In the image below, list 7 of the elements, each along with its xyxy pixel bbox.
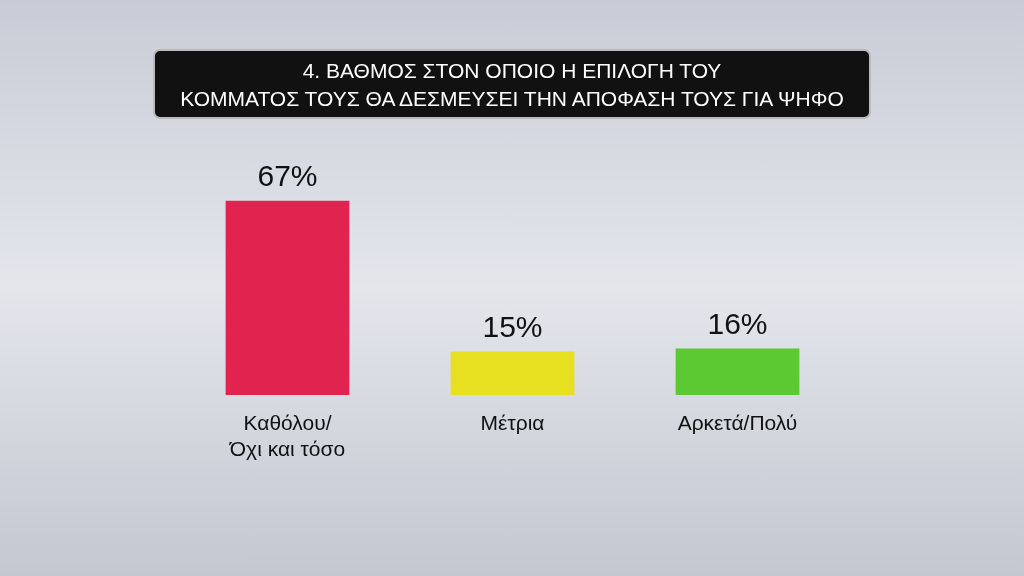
x-tick-label: Καθόλου/ Όχι και τόσο: [228, 410, 346, 460]
data-label: 67%: [257, 159, 318, 193]
data-label: 16%: [707, 307, 768, 341]
x-tick-label: Αρκετά/Πολύ: [677, 410, 798, 434]
chart-title: 4. ΒΑΘΜΟΣ ΣΤΟΝ ΟΠΟΙΟ Η ΕΠΙΛΟΓΗ ΤΟΥ ΚΟΜΜΑΤΟΣ ΤΟΥΣ ΘΑ ΔΕΣΜΕΥΣΕΙ ΤΗΝ ΑΠΟΦΑΣΗ ΤΟΥΣ ΓΙΑ ΨΗΦΟ: [180, 58, 844, 110]
x-tick-label: Μέτρια: [480, 410, 545, 434]
data-label: 15%: [482, 310, 543, 343]
